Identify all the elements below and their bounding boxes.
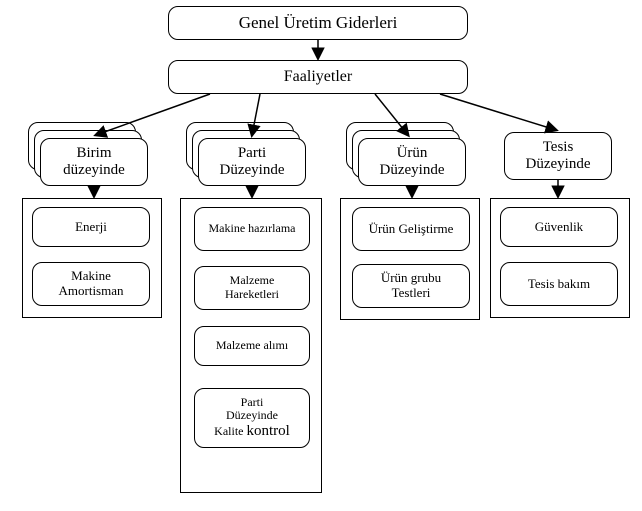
- tesis-item-0: Güvenlik: [500, 207, 618, 247]
- parti-item-1: Malzeme Hareketleri: [194, 266, 310, 310]
- birim-item-0: Enerji: [32, 207, 150, 247]
- parti-item-2: Malzeme alımı: [194, 326, 310, 366]
- urun-title: Ürün Düzeyinde: [358, 138, 466, 186]
- urun-item-1: Ürün grubu Testleri: [352, 264, 470, 308]
- parti-title: Parti Düzeyinde: [198, 138, 306, 186]
- hub-box: Faaliyetler: [168, 60, 468, 94]
- tesis-title: Tesis Düzeyinde: [504, 132, 612, 180]
- birim-title: Birim düzeyinde: [40, 138, 148, 186]
- parti-item-3-text: PartiDüzeyindeKalite kontrol: [214, 396, 290, 441]
- birim-item-1: Makine Amortisman: [32, 262, 150, 306]
- parti-item-0: Makine hazırlama: [194, 207, 310, 251]
- root-box: Genel Üretim Giderleri: [168, 6, 468, 40]
- tesis-item-1: Tesis bakım: [500, 262, 618, 306]
- urun-item-0: Ürün Geliştirme: [352, 207, 470, 251]
- parti-item-3: PartiDüzeyindeKalite kontrol: [194, 388, 310, 448]
